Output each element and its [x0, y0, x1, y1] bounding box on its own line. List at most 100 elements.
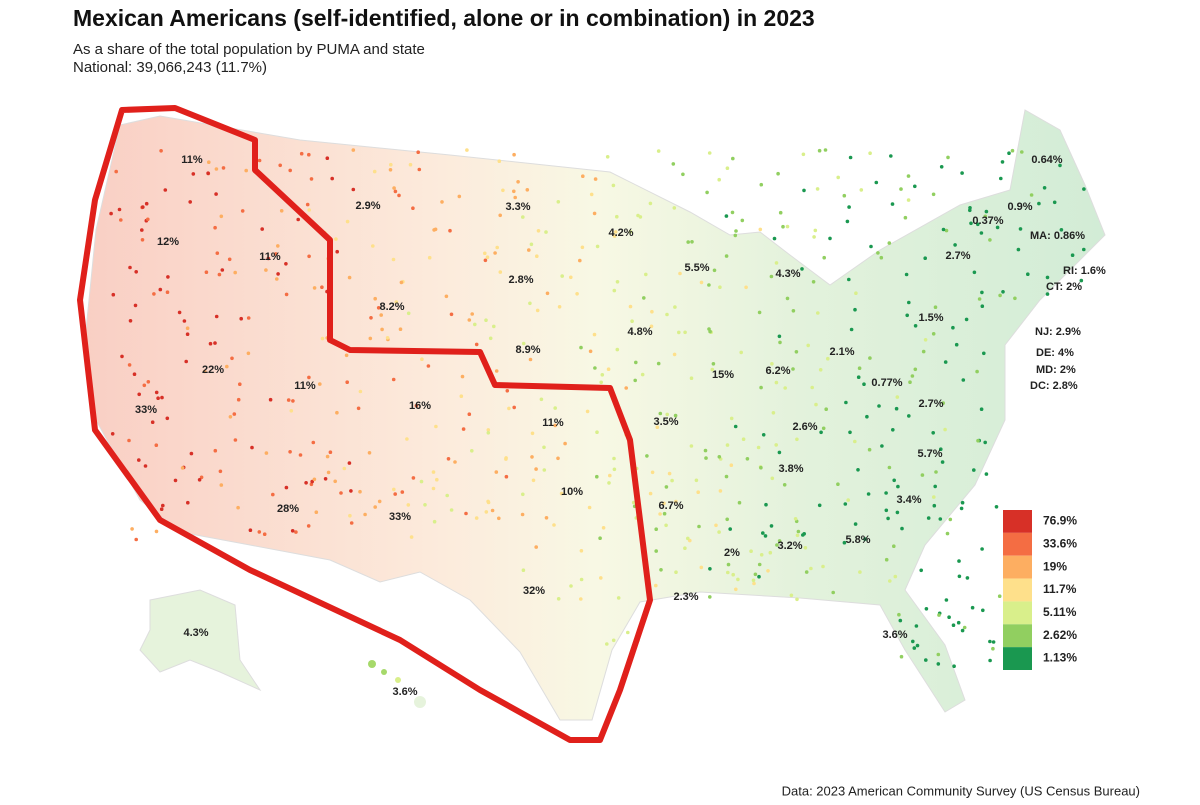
puma-dot [305, 202, 310, 207]
puma-dot [953, 243, 957, 247]
puma-dot [673, 305, 677, 309]
puma-dot [376, 306, 381, 310]
puma-dot [726, 562, 731, 567]
puma-dot [207, 160, 211, 164]
puma-dot [752, 581, 756, 586]
puma-dot [814, 402, 818, 407]
puma-dot [230, 356, 234, 361]
puma-dot [730, 210, 735, 215]
puma-dot [923, 256, 927, 261]
puma-dot [898, 618, 903, 623]
puma-dot [389, 162, 393, 167]
puma-dot [906, 198, 911, 202]
puma-dot [534, 545, 538, 549]
puma-dot [1045, 292, 1050, 296]
puma-dot [771, 411, 776, 415]
puma-dot [714, 523, 718, 528]
puma-dot [307, 152, 311, 157]
puma-dot [817, 503, 822, 508]
puma-dot [717, 530, 721, 534]
puma-dot [741, 437, 746, 442]
puma-dot [592, 332, 597, 337]
puma-dot [800, 267, 804, 271]
puma-dot [718, 285, 722, 290]
puma-dot [884, 508, 889, 513]
puma-dot [914, 624, 919, 628]
puma-dot [658, 512, 662, 516]
puma-dot [276, 272, 280, 276]
puma-dot [215, 251, 220, 255]
puma-dot [356, 406, 361, 411]
puma-dot [705, 190, 709, 195]
state-label: 2.7% [945, 250, 970, 262]
puma-dot [213, 225, 217, 230]
puma-dot [213, 448, 218, 453]
state-label: 3.6% [392, 686, 417, 698]
puma-dot [607, 481, 611, 485]
puma-dot [520, 512, 525, 517]
puma-dot [535, 308, 540, 313]
small-state-label: DC: 2.8% [1030, 380, 1078, 392]
puma-dot [615, 214, 619, 219]
puma-dot [161, 503, 165, 508]
puma-dot [1018, 227, 1023, 231]
legend-label: 11.7% [1043, 582, 1077, 596]
state-label: 2% [724, 547, 740, 559]
puma-dot [697, 524, 701, 529]
puma-dot [385, 336, 390, 340]
puma-dot [494, 470, 499, 474]
puma-dot [298, 453, 303, 457]
puma-dot [371, 244, 375, 248]
state-label: 2.1% [829, 346, 854, 358]
puma-dot [1042, 186, 1047, 190]
puma-dot [999, 176, 1003, 181]
puma-dot [731, 572, 735, 577]
puma-dot [724, 254, 729, 258]
puma-dot [311, 440, 316, 445]
puma-dot [867, 447, 872, 452]
puma-dot [817, 148, 822, 153]
puma-dot [1070, 253, 1075, 257]
puma-dot [791, 309, 796, 313]
puma-dot [826, 356, 830, 361]
puma-dot [411, 476, 416, 480]
puma-dot [777, 539, 782, 543]
puma-dot [994, 505, 999, 509]
state-label: 1.5% [918, 312, 943, 324]
puma-dot [842, 193, 847, 198]
puma-dot [556, 597, 561, 601]
puma-dot [924, 607, 929, 611]
puma-dot [358, 489, 362, 494]
puma-dot [213, 341, 217, 345]
puma-dot [221, 166, 226, 170]
puma-dot [802, 188, 806, 193]
puma-dot [393, 189, 398, 194]
puma-dot [288, 450, 292, 454]
puma-dot [593, 177, 598, 181]
puma-dot [670, 478, 674, 483]
puma-dot [823, 148, 828, 152]
puma-dot [899, 654, 904, 659]
state-label: 0.9% [1007, 201, 1032, 213]
puma-dot [406, 311, 411, 316]
puma-dot [655, 425, 660, 430]
puma-dot [392, 186, 396, 190]
puma-dot [328, 450, 333, 455]
puma-dot [903, 215, 908, 220]
puma-dot [876, 251, 880, 255]
puma-dot [284, 292, 289, 297]
puma-dot [130, 527, 134, 531]
puma-dot [535, 254, 539, 258]
puma-dot [323, 477, 328, 481]
puma-dot [457, 194, 462, 199]
puma-dot [813, 228, 818, 233]
puma-dot [552, 523, 556, 527]
puma-dot [286, 398, 291, 402]
puma-dot [391, 257, 396, 262]
puma-dot [180, 466, 185, 470]
puma-dot [325, 454, 330, 459]
puma-dot [208, 341, 213, 346]
puma-dot [770, 476, 775, 481]
puma-dot [284, 262, 288, 266]
puma-dot [801, 533, 805, 537]
